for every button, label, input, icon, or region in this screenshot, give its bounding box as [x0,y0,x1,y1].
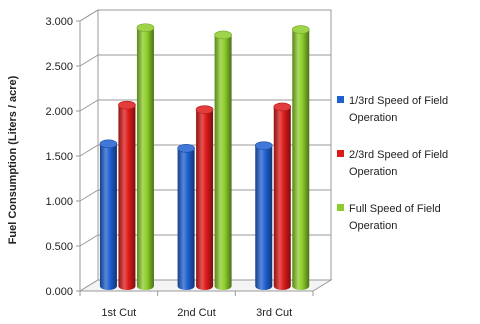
bar-top [254,141,273,150]
bar [118,100,136,291]
legend-item: 2/3rd Speed of Field Operation [337,149,448,178]
y-tick-label: 2.500 [45,61,73,73]
bar-top [136,23,155,33]
bar-top [195,105,214,114]
legend-swatch [337,96,344,103]
bar [291,25,310,291]
bars [99,23,310,291]
legend-label: Operation [349,166,397,178]
y-axis-ticks: 0.000 0.500 1.000 1.500 2.000 2.500 3.000 [45,16,80,298]
legend-item: 1/3rd Speed of Field Operation [337,95,448,124]
gridline [79,234,331,247]
bar-top [214,30,232,40]
bar [214,30,232,291]
bar-body [196,109,214,291]
x-tick-label: 3rd Cut [256,307,292,319]
gridline [79,54,331,67]
bar [177,144,195,291]
gridlines [79,9,331,292]
legend-label: Operation [349,220,397,232]
y-tick-label: 1.500 [45,151,73,163]
x-axis-ticks: 1st Cut 2nd Cut 3rd Cut [79,291,314,319]
bar-top [291,25,310,34]
bar [273,102,292,291]
bar [99,139,118,291]
bar [136,23,155,291]
bar-top [273,102,292,112]
y-tick-label: 1.000 [45,196,73,208]
gridline [79,144,331,157]
bar [254,141,273,291]
y-tick-label: 0.000 [45,286,73,298]
y-tick-label: 3.000 [45,16,73,28]
bar-top [99,139,118,149]
bar-body [273,106,291,291]
gridline [79,9,331,22]
bar-body [99,143,117,291]
x-tick-label: 1st Cut [101,307,136,319]
y-tick-label: 0.500 [45,241,73,253]
bar-body [255,145,273,291]
legend-item: Full Speed of Field Operation [337,203,441,232]
bar-top [118,100,136,110]
gridline [79,189,331,202]
legend-label: Operation [349,112,397,124]
legend-label: Full Speed of Field [349,203,441,215]
bar-body [118,105,136,291]
y-tick-label: 2.000 [45,106,73,118]
bar [195,105,214,291]
legend-swatch [337,204,344,211]
y-axis-title: Fuel Consumption (Liters / acre) [7,75,19,244]
legend-swatch [337,150,344,157]
legend-label: 1/3rd Speed of Field [349,95,448,107]
bar-body [136,27,154,291]
gridline [79,99,331,112]
bar-body [177,148,195,291]
legend-label: 2/3rd Speed of Field [349,149,448,161]
bar-body [214,34,232,291]
bar-body [292,29,310,291]
bar-top [177,144,195,153]
x-tick-label: 2nd Cut [177,307,216,319]
